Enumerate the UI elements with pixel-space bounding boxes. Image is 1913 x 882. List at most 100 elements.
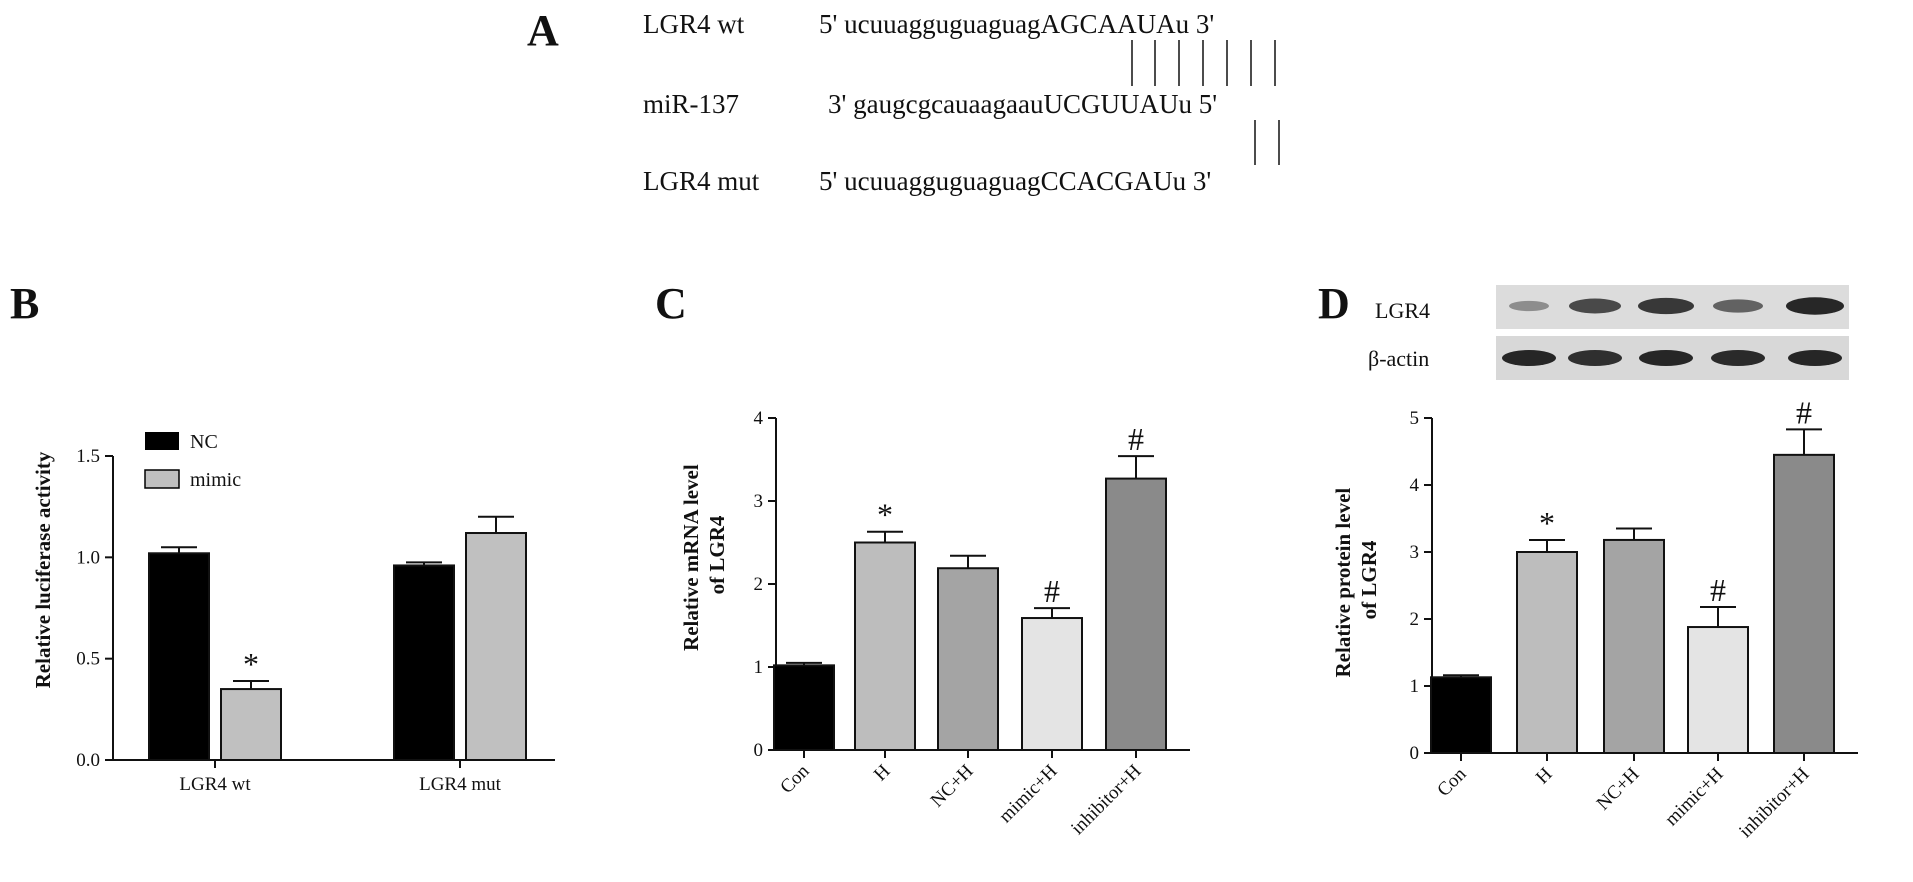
legend-label-mimic: mimic xyxy=(190,469,241,491)
x-tick-label: inhibitor+H xyxy=(1067,760,1146,839)
bar xyxy=(937,567,999,751)
x-tick-label: H xyxy=(870,760,895,785)
y-tick-label: 1 xyxy=(754,657,764,678)
y-tick-label: 5 xyxy=(1410,408,1420,429)
bar xyxy=(1105,477,1167,751)
y-tick-label: 1.5 xyxy=(76,446,100,467)
x-tick-label: mimic+H xyxy=(1661,763,1728,830)
significance-marker: * xyxy=(877,497,893,533)
bar xyxy=(854,541,916,751)
ylabel-line-1: Relative protein level xyxy=(1331,488,1355,678)
chart-b: Relative luciferase activity NC mimic 0.… xyxy=(31,431,555,795)
blot-band-lgr4 xyxy=(1509,300,1549,312)
seq-prefix: 5' ucuuagguguaguag xyxy=(819,9,1041,39)
bar xyxy=(148,552,210,762)
seq-row-sequence: 3' gaugcgcauaagaauUCGUUAUu 5' xyxy=(828,89,1217,119)
panel-label-b: B xyxy=(10,279,39,328)
y-tick-label: 2 xyxy=(1410,609,1420,630)
seq-suffix: u 3' xyxy=(1176,9,1215,39)
seq-row-name: LGR4 wt xyxy=(643,9,745,39)
blot-band-actin xyxy=(1711,350,1765,366)
x-tick-label: H xyxy=(1532,763,1557,788)
blot-band-actin xyxy=(1639,350,1693,366)
bar xyxy=(465,532,527,761)
blot-label-actin: β-actin xyxy=(1368,346,1429,371)
chart-d: Relative protein level of LGR4 0 1 2 3 4 5 Con… xyxy=(1331,394,1858,842)
blot-band-actin xyxy=(1788,350,1842,366)
legend-label-nc: NC xyxy=(190,431,218,453)
x-tick-label: NC+H xyxy=(1593,763,1644,814)
blot-band-actin xyxy=(1502,350,1556,366)
pairing-lines-bottom xyxy=(1254,120,1280,165)
y-tick-label: 2 xyxy=(754,574,764,595)
seq-core: CCACGAU xyxy=(1041,166,1173,196)
x-tick-label: Con xyxy=(776,760,814,798)
western-blot: LGR4 β-actin xyxy=(1368,285,1849,380)
significance-marker: * xyxy=(243,646,259,682)
y-tick-label: 1 xyxy=(1410,676,1420,697)
bar xyxy=(1021,617,1083,752)
seq-core: AGCAAUA xyxy=(1041,9,1177,39)
panel-label-c: C xyxy=(655,279,687,328)
blot-label-lgr4: LGR4 xyxy=(1375,298,1430,323)
blot-band-lgr4 xyxy=(1713,299,1763,313)
ylabel-line-2: of LGR4 xyxy=(1357,540,1381,619)
significance-marker: # xyxy=(1128,421,1144,457)
y-tick-label: 4 xyxy=(754,408,764,429)
significance-marker: # xyxy=(1044,573,1060,609)
seq-suffix: u 3' xyxy=(1173,166,1212,196)
seq-prefix: 5' ucuuagguguaguag xyxy=(819,166,1041,196)
blot-band-lgr4 xyxy=(1638,297,1694,315)
x-tick-label: NC+H xyxy=(927,760,978,811)
bar xyxy=(1603,538,1665,754)
bar xyxy=(773,664,835,752)
chart-b-ylabel: Relative luciferase activity xyxy=(31,451,55,688)
legend-swatch-mimic xyxy=(144,469,180,489)
seq-suffix: u 5' xyxy=(1179,89,1218,119)
x-tick-label: LGR4 wt xyxy=(179,774,251,795)
bar xyxy=(220,688,282,761)
y-tick-label: 0 xyxy=(1410,743,1420,764)
blot-bands xyxy=(1502,297,1844,366)
y-tick-label: 0.0 xyxy=(76,750,100,771)
significance-marker: # xyxy=(1796,394,1812,430)
x-tick-label: Con xyxy=(1433,763,1471,801)
pairing-lines-top xyxy=(1131,40,1276,86)
x-tick-label: LGR4 mut xyxy=(419,774,502,795)
x-tick-label: inhibitor+H xyxy=(1735,763,1814,842)
significance-marker: * xyxy=(1539,505,1555,541)
sequence-alignment: LGR4 wt 5' ucuuagguguaguagAGCAAUAu 3' mi… xyxy=(643,9,1280,196)
chart-d-ylabel: Relative protein level of LGR4 xyxy=(1331,483,1381,678)
seq-row-name: LGR4 mut xyxy=(643,166,760,196)
y-tick-label: 3 xyxy=(1410,542,1420,563)
chart-c-ylabel: Relative mRNA level of LGR4 xyxy=(679,459,729,651)
bar xyxy=(393,564,455,761)
panel-label-d: D xyxy=(1318,279,1350,328)
chart-b-legend: NC mimic xyxy=(144,431,241,491)
x-tick-label: mimic+H xyxy=(995,760,1062,827)
seq-row-sequence: 5' ucuuagguguaguagAGCAAUAu 3' xyxy=(819,9,1214,39)
bar xyxy=(1430,676,1492,754)
bar xyxy=(1773,453,1835,754)
chart-c: Relative mRNA level of LGR4 0 1 2 3 4 Con H NC+… xyxy=(679,408,1190,839)
bar xyxy=(1687,626,1749,754)
seq-row-name: miR-137 xyxy=(643,89,739,119)
legend-swatch-nc xyxy=(145,432,179,450)
y-tick-label: 4 xyxy=(1410,475,1420,496)
ylabel-line-2: of LGR4 xyxy=(705,515,729,594)
blot-band-lgr4 xyxy=(1569,298,1621,314)
blot-band-actin xyxy=(1568,350,1622,366)
panel-label-a: A xyxy=(527,6,559,55)
y-tick-label: 0 xyxy=(754,740,764,761)
significance-marker: # xyxy=(1710,572,1726,608)
y-tick-label: 3 xyxy=(754,491,764,512)
bar xyxy=(1516,551,1578,754)
y-tick-label: 1.0 xyxy=(76,547,100,568)
ylabel-line-1: Relative mRNA level xyxy=(679,464,703,651)
seq-core: UCGUUAU xyxy=(1044,89,1179,119)
blot-band-lgr4 xyxy=(1786,297,1844,315)
seq-row-sequence: 5' ucuuagguguaguagCCACGAUu 3' xyxy=(819,166,1211,196)
y-tick-label: 0.5 xyxy=(76,649,100,670)
seq-prefix: 3' gaugcgcauaagaau xyxy=(828,89,1044,119)
